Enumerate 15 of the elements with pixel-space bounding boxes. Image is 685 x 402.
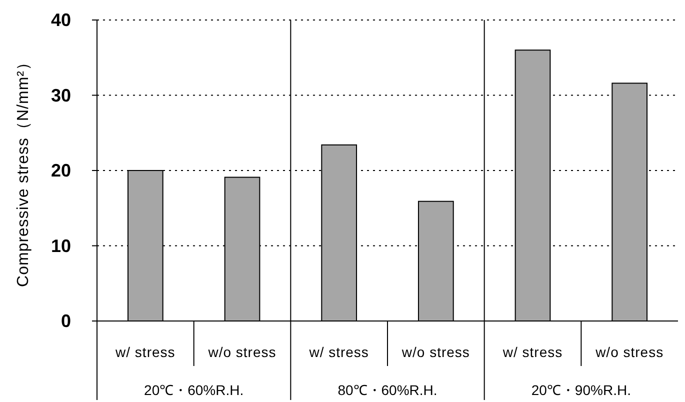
text: 20℃・90%R.H.	[531, 382, 631, 398]
y-tick-label: 10	[50, 236, 71, 256]
x-tick-label: w/ stress	[308, 344, 369, 360]
text: 80℃・60%R.H.	[338, 382, 438, 398]
y-axis-title: Compressive stress（N/mm²）	[15, 54, 32, 287]
y-tick-label: 20	[50, 160, 71, 180]
y-tick-label: 0	[60, 311, 71, 331]
y-tick-label: 40	[50, 10, 71, 30]
x-tick-label: w/o stress	[400, 344, 470, 360]
y-tick-label: 30	[50, 85, 71, 106]
x-tick-label: w/ stress	[502, 344, 563, 360]
x-tick-label: w/ stress	[114, 344, 176, 360]
text: 20℃・60%R.H.	[144, 382, 244, 398]
x-tick-label: w/o stress	[207, 344, 276, 360]
x-tick-label: w/o stress	[594, 344, 664, 360]
